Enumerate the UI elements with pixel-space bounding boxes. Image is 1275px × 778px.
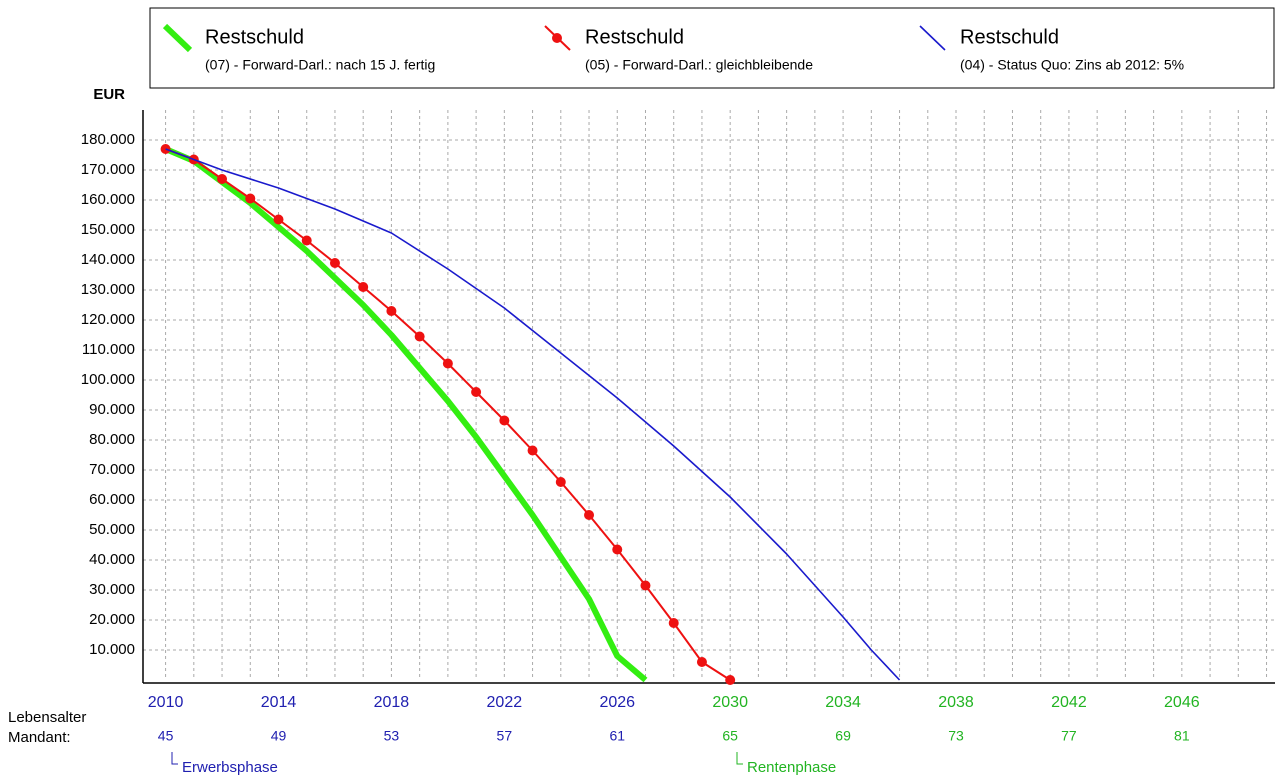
y-tick-label: 100.000 — [81, 371, 135, 388]
series-line — [165, 148, 731, 681]
age-value: 61 — [609, 728, 625, 744]
legend-description: (04) - Status Quo: Zins ab 2012: 5% — [960, 57, 1184, 73]
y-tick-label: 60.000 — [89, 491, 135, 508]
x-tick-label: 2010 — [148, 694, 184, 711]
marker — [471, 387, 482, 397]
x-tick-label: 2026 — [599, 694, 635, 711]
series-line — [164, 146, 648, 683]
y-tick-label: 40.000 — [89, 551, 135, 568]
marker — [555, 477, 566, 487]
x-tick-label: 2030 — [712, 694, 748, 711]
x-tick-label: 2042 — [1051, 694, 1087, 711]
legend-label: Restschuld — [585, 26, 684, 48]
age-value: 77 — [1061, 728, 1077, 744]
marker — [442, 358, 453, 369]
marker — [329, 258, 340, 268]
marker — [245, 193, 256, 204]
y-tick-label: 70.000 — [89, 461, 135, 478]
age-value: 73 — [948, 728, 964, 744]
y-tick-label: 80.000 — [89, 431, 135, 448]
age-value: 49 — [271, 728, 287, 744]
marker — [640, 580, 651, 591]
age-label: Lebensalter — [8, 709, 86, 726]
x-tick-label: 2014 — [261, 694, 297, 711]
y-tick-label: 130.000 — [81, 281, 135, 298]
y-tick-label: 110.000 — [82, 341, 135, 358]
x-tick-label: 2034 — [825, 694, 861, 711]
annotation: Rentenphase — [747, 759, 836, 776]
marker — [584, 510, 595, 520]
marker — [273, 214, 284, 225]
phase-bracket — [736, 752, 743, 765]
y-tick-label: 170.000 — [81, 161, 135, 178]
marker — [725, 675, 736, 685]
marker — [527, 445, 538, 456]
annotation: Erwerbsphase — [182, 759, 278, 776]
age-value: 81 — [1174, 728, 1190, 744]
age-value: 69 — [835, 728, 851, 744]
series-line — [165, 148, 901, 681]
x-tick-label: 2018 — [374, 694, 410, 711]
legend-swatch — [919, 25, 946, 51]
age-value: 53 — [384, 728, 400, 744]
legend-box — [149, 7, 1275, 89]
y-tick-label: 160.000 — [81, 191, 135, 208]
y-tick-label: 20.000 — [89, 611, 135, 628]
marker — [499, 415, 510, 426]
legend-marker — [552, 33, 562, 43]
legend-label: Restschuld — [205, 26, 304, 48]
y-tick-label: 30.000 — [89, 581, 135, 598]
y-unit: EUR — [93, 86, 125, 103]
y-tick-label: 140.000 — [81, 251, 135, 268]
age-value: 45 — [158, 728, 174, 744]
legend-description: (07) - Forward-Darl.: nach 15 J. fertig — [205, 57, 435, 73]
x-tick-label: 2038 — [938, 694, 974, 711]
age-value: 65 — [722, 728, 738, 744]
legend-label: Restschuld — [960, 26, 1059, 48]
y-tick-label: 10.000 — [89, 641, 135, 658]
x-tick-label: 2022 — [487, 694, 523, 711]
marker — [696, 657, 707, 667]
marker — [612, 544, 623, 555]
phase-bracket — [171, 752, 178, 765]
legend-swatch — [162, 23, 193, 53]
marker — [301, 235, 312, 246]
y-tick-label: 50.000 — [89, 521, 135, 538]
marker — [386, 306, 397, 316]
legend-description: (05) - Forward-Darl.: gleichbleibende — [585, 57, 813, 73]
y-tick-label: 180.000 — [81, 131, 135, 148]
marker — [217, 174, 228, 184]
marker — [358, 282, 369, 292]
age-label: Mandant: — [8, 729, 71, 746]
x-tick-label: 2046 — [1164, 694, 1200, 711]
age-value: 57 — [497, 728, 513, 744]
y-tick-label: 120.000 — [81, 311, 135, 328]
marker — [414, 331, 425, 342]
y-tick-label: 90.000 — [89, 401, 135, 418]
marker — [668, 618, 679, 628]
y-tick-label: 150.000 — [81, 221, 135, 238]
